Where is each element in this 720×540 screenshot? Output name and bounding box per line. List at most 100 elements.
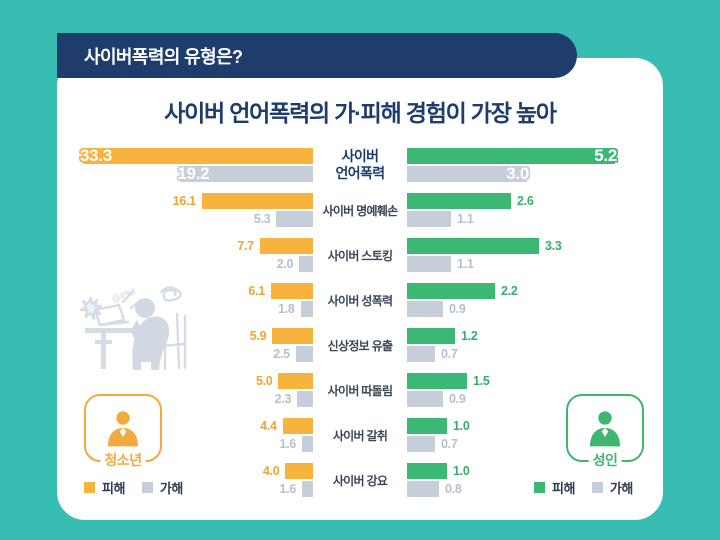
- category-text: 사이버 명예훼손: [322, 203, 398, 218]
- victim-swatch: [534, 482, 545, 493]
- bar-value: 5.0: [255, 374, 273, 388]
- bar-value: 5.3: [253, 212, 271, 226]
- category-label: 사이버 따돌림: [313, 373, 407, 407]
- bar-value: 1.6: [279, 482, 296, 496]
- bar-value: 1.8: [278, 302, 295, 316]
- youth-bars: 6.1 1.8: [70, 283, 313, 317]
- bar-line: 0.9: [407, 301, 648, 317]
- bar-성인 가해: [407, 436, 435, 452]
- offender-swatch: [141, 482, 153, 493]
- bar-성인 피해: [407, 238, 539, 254]
- adult-legend: 피해 가해: [534, 478, 633, 497]
- youth-legend: 피해 가해: [84, 478, 183, 497]
- bar-청소년 가해: [300, 301, 313, 317]
- bar-value: 5.9: [249, 329, 267, 343]
- bar-청소년 피해: [259, 238, 313, 254]
- bar-성인 가해: 3.0: [407, 164, 529, 183]
- bar-value: 3.0: [506, 164, 529, 183]
- adult-badge-label: 성인: [588, 450, 622, 470]
- bar-value: 1.0: [453, 464, 470, 478]
- burst-icon: [79, 296, 103, 321]
- chart-row: 6.1 1.8 사이버 성폭력 2.2 0.9: [70, 283, 648, 317]
- bar-성인 피해: [407, 283, 495, 299]
- bar-value: 0.9: [449, 392, 466, 406]
- person-icon: [108, 411, 138, 447]
- legend-label: 피해: [552, 481, 575, 496]
- category-text: 사이버 강요: [332, 473, 388, 488]
- legend-item-offender: 가해: [591, 478, 633, 497]
- bar-line: 1.6: [70, 481, 313, 497]
- bar-line: 1.8: [70, 301, 313, 317]
- bar-value: 2.0: [276, 257, 294, 271]
- butterfly-chart: 33.3 19.2 사이버 언어폭력 5.2 3.0 16.1 5.3 사이버 명예훼손 2.6 1…: [70, 146, 648, 508]
- bar-청소년 가해: [276, 211, 313, 227]
- bar-value: 2.2: [501, 284, 518, 298]
- bar-line: 3.3: [407, 238, 648, 254]
- bar-성인 가해: [407, 391, 443, 407]
- chart-row: 33.3 19.2 사이버 언어폭력 5.2 3.0: [70, 146, 648, 183]
- bar-value: 3.3: [545, 239, 562, 253]
- youth-bars: 16.1 5.3: [70, 193, 313, 227]
- category-text: 신상정보 유출: [327, 338, 393, 353]
- youth-bars: 5.9 2.5: [70, 328, 313, 362]
- bar-value: 5.2: [594, 146, 617, 165]
- bar-line: 2.0: [70, 256, 313, 272]
- bar-line: 1.6: [70, 436, 313, 452]
- bar-청소년 가해: [301, 436, 313, 452]
- bar-성인 피해: [407, 463, 447, 479]
- legend-label: 가해: [159, 481, 183, 496]
- bar-line: 7.7: [70, 238, 313, 254]
- bar-line: 1.2: [407, 328, 648, 344]
- bar-성인 피해: [407, 328, 455, 344]
- chart-row: 7.7 2.0 사이버 스토킹 3.3 1.1: [70, 238, 648, 272]
- legend-item-victim: 피해: [84, 478, 125, 497]
- adult-bars: 1.0 0.8: [407, 463, 648, 497]
- adult-bars: 1.0 0.7: [407, 418, 648, 452]
- bar-value: 1.1: [457, 212, 474, 226]
- category-text: 사이버 따돌림: [327, 383, 393, 398]
- category-label: 사이버 언어폭력: [313, 148, 407, 182]
- youth-bars: 4.4 1.6: [70, 418, 313, 452]
- legend-label: 가해: [609, 481, 633, 496]
- adult-bars: 1.2 0.7: [407, 328, 648, 362]
- bar-value: 2.6: [517, 194, 534, 208]
- bar-성인 가해: [407, 256, 451, 272]
- cyberbullying-illustration: @#%!: [79, 286, 187, 371]
- bar-청소년 가해: [301, 481, 313, 497]
- bar-line: 1.1: [407, 211, 648, 227]
- bar-성인 가해: [407, 301, 443, 317]
- bar-value: 2.3: [274, 392, 292, 406]
- bar-line: 5.9: [70, 328, 313, 344]
- adult-bars: 1.5 0.9: [407, 373, 648, 407]
- bar-성인 가해: [407, 346, 435, 362]
- youth-bars: 33.3 19.2: [70, 146, 313, 183]
- person-silhouette: [132, 298, 170, 370]
- bar-value: 1.2: [461, 329, 478, 343]
- bar-line: 2.2: [407, 283, 648, 299]
- youth-badge-label: 청소년: [100, 450, 146, 470]
- bar-line: 19.2: [70, 164, 313, 183]
- category-text: 사이버 스토킹: [327, 248, 393, 263]
- person-icon: [590, 411, 620, 447]
- bar-청소년 피해: [278, 373, 313, 389]
- legend-item-offender: 가해: [141, 478, 183, 497]
- bar-성인 가해: [407, 481, 439, 497]
- bar-line: 0.8: [407, 481, 648, 497]
- bar-line: 1.0: [407, 418, 648, 434]
- bar-line: 2.6: [407, 193, 648, 209]
- chart-rows: 33.3 19.2 사이버 언어폭력 5.2 3.0 16.1 5.3 사이버 명예훼손 2.6 1…: [70, 146, 648, 508]
- bar-청소년 피해: [270, 283, 313, 299]
- adult-bars: 2.2 0.9: [407, 283, 648, 317]
- bar-성인 피해: [407, 418, 447, 434]
- bar-청소년 가해: [299, 256, 313, 272]
- youth-bars: 7.7 2.0: [70, 238, 313, 272]
- bar-value: 19.2: [177, 164, 210, 183]
- bar-value: 1.5: [473, 374, 490, 388]
- bar-성인 피해: [407, 193, 511, 209]
- bar-value: 16.1: [172, 194, 196, 208]
- bar-value: 4.4: [260, 419, 277, 433]
- bar-value: 33.3: [80, 146, 112, 165]
- bar-line: 3.0: [407, 164, 648, 183]
- bar-청소년 피해: [282, 418, 313, 434]
